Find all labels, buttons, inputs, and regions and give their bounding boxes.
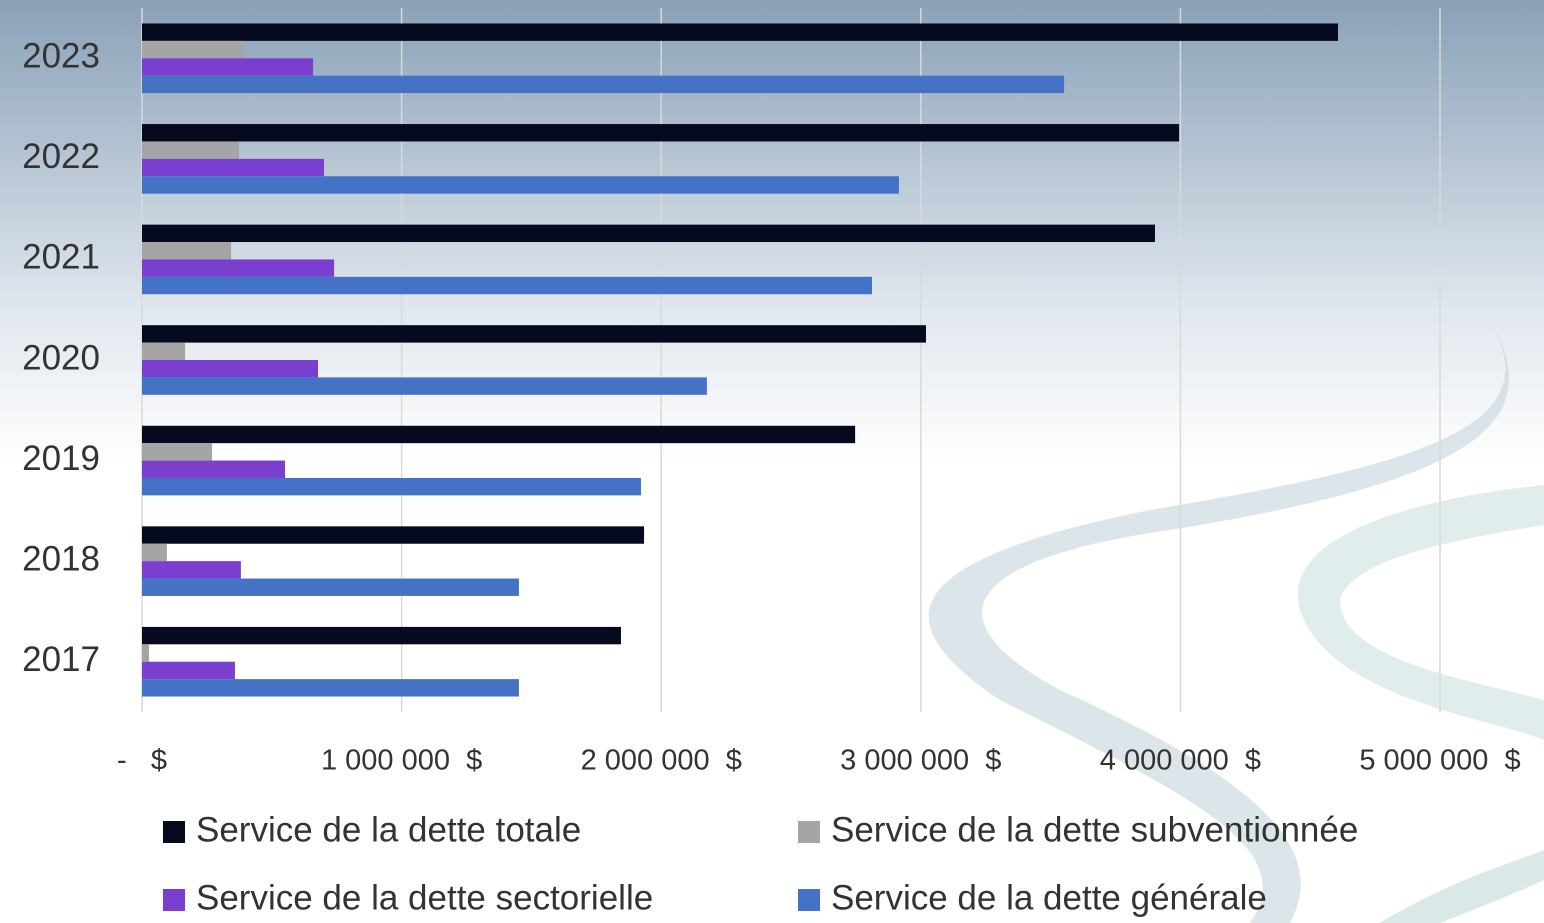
y-tick-label: 2017 [22,640,100,679]
x-tick-label: 4 000 000 $ [1100,745,1261,777]
legend-swatch [163,889,185,911]
legend-label: Service de la dette sectorielle [196,878,653,917]
x-tick-label: 1 000 000 $ [321,745,482,777]
legend-swatch [798,889,820,911]
legend-label: Service de la dette totale [196,810,581,849]
bar [142,158,324,177]
bar [142,342,186,360]
bar [142,276,872,295]
bar [142,477,641,496]
bar [142,626,621,645]
bar [142,460,286,478]
bar [142,443,213,461]
x-tick-label: 5 000 000 $ [1359,745,1520,777]
bar [142,23,1338,41]
bar [142,661,235,680]
legend-label: Service de la dette subventionnée [831,810,1358,849]
bar [142,679,519,697]
bar [142,141,240,159]
decoration [1380,850,1544,923]
bar [142,644,150,662]
bar [142,176,899,194]
legend-swatch [798,821,820,843]
y-tick-label: 2021 [22,238,100,277]
bar [142,75,1065,94]
y-tick-label: 2020 [22,338,100,377]
bar [142,58,314,76]
bar [142,124,1180,142]
y-tick-label: 2018 [22,539,100,578]
decoration [928,305,1509,923]
bar [142,578,519,596]
bar [142,526,645,544]
y-tick-label: 2019 [22,439,100,478]
legend-label: Service de la dette générale [831,878,1267,917]
y-tick-label: 2023 [22,37,100,76]
bar [142,325,926,343]
bar [142,543,167,562]
x-tick-label: 2 000 000 $ [581,745,742,777]
bar [142,360,319,378]
decoration [1297,485,1544,740]
bar [142,425,856,444]
bar [142,242,232,260]
y-tick-label: 2022 [22,137,100,176]
bar [142,259,335,277]
bar [142,561,241,579]
bar [142,40,245,59]
x-tick-label: 3 000 000 $ [840,745,1001,777]
x-tick-label: - $ [117,745,167,777]
legend-swatch [163,821,185,843]
bar [142,377,707,395]
bar [142,224,1155,243]
